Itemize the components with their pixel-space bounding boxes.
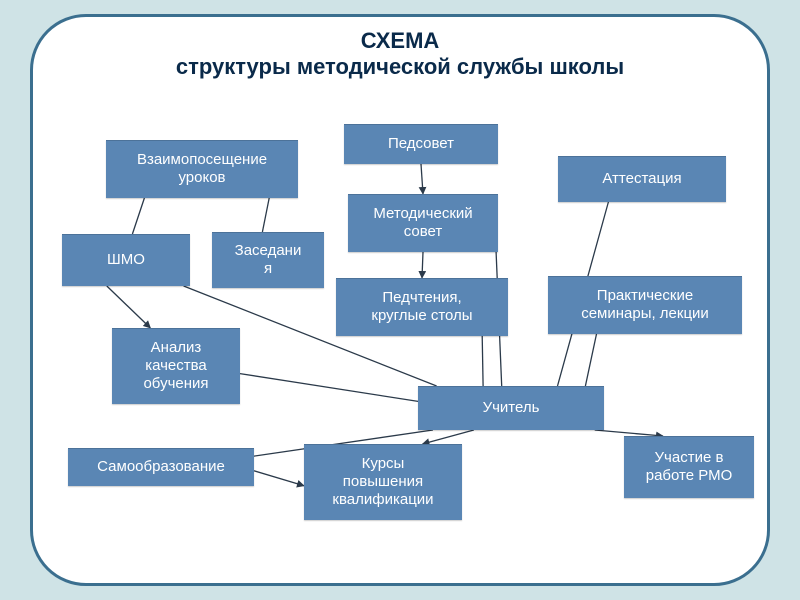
node-zased: Заседани я — [212, 232, 324, 288]
title-line2: структуры методической службы школы — [0, 54, 800, 80]
node-seminars: Практические семинары, лекции — [548, 276, 742, 334]
node-pedsovet: Педсовет — [344, 124, 498, 164]
node-shmo: ШМО — [62, 234, 190, 286]
title-line1: СХЕМА — [0, 28, 800, 54]
node-metod: Методический совет — [348, 194, 498, 252]
node-attest: Аттестация — [558, 156, 726, 202]
node-pedcht: Педчтения, круглые столы — [336, 278, 508, 336]
node-selfed: Самообразование — [68, 448, 254, 486]
node-rmo: Участие в работе РМО — [624, 436, 754, 498]
node-analysis: Анализ качества обучения — [112, 328, 240, 404]
node-visits: Взаимопосещение уроков — [106, 140, 298, 198]
node-courses: Курсы повышения квалификации — [304, 444, 462, 520]
diagram-title: СХЕМА структуры методической службы школ… — [0, 28, 800, 80]
node-teacher: Учитель — [418, 386, 604, 430]
